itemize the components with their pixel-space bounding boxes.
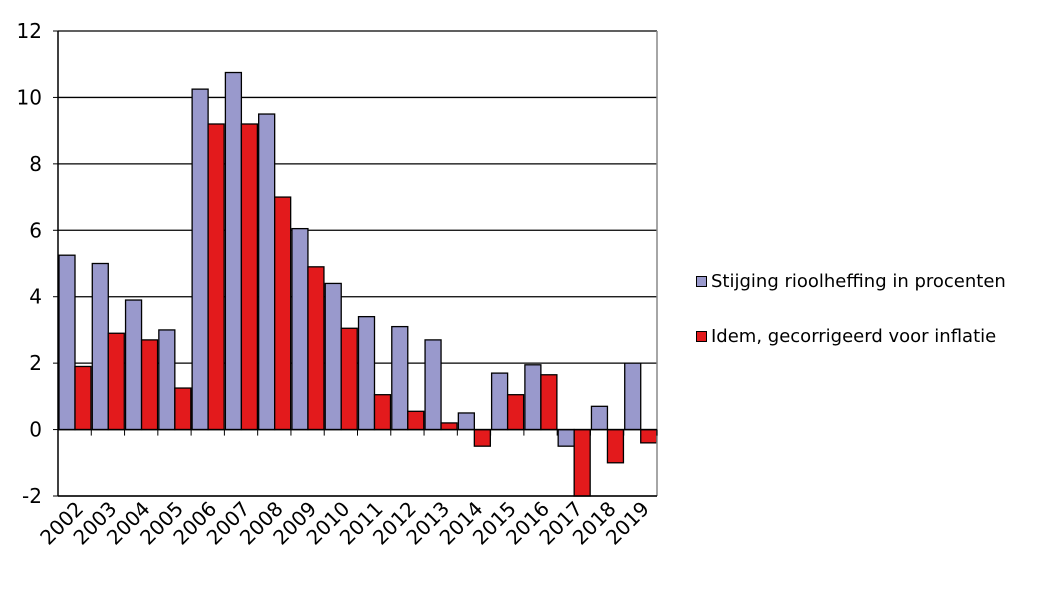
bar-series-2-2002	[74, 365, 92, 431]
legend-label-series-1: Stijging rioolheffing in procenten	[711, 270, 1006, 292]
bar-series-1-2010	[324, 282, 342, 431]
y-tick-label: 8	[29, 152, 42, 176]
bar-series-2-2004	[140, 339, 159, 431]
bar-series-1-2003	[91, 262, 109, 431]
legend-label-series-2: Idem, gecorrigeerd voor inflatie	[711, 325, 997, 347]
bar-series-2-2017	[573, 428, 591, 497]
y-tick-label: 2	[29, 351, 42, 375]
bar-series-1-2015	[490, 372, 509, 431]
bar-series-1-2009	[291, 227, 309, 431]
bar-series-1-2011	[357, 315, 376, 431]
bar-series-1-2017	[557, 428, 575, 447]
bar-series-2-2014	[473, 428, 491, 447]
legend-item-series-1: Stijging rioolheffing in procenten	[696, 268, 1006, 294]
bar-series-2-2011	[373, 394, 392, 431]
bar-series-1-2005	[158, 329, 176, 431]
bar-series-2-2003	[107, 332, 125, 431]
bar-series-1-2008	[258, 113, 276, 431]
bar-series-1-2016	[524, 364, 542, 431]
bar-series-2-2006	[207, 123, 225, 431]
bar-series-2-2010	[340, 327, 358, 431]
y-tick-label: 4	[29, 285, 42, 309]
y-tick-label: 10	[17, 85, 42, 109]
bar-series-2-2007	[240, 123, 259, 431]
bar-series-1-2019	[624, 362, 642, 431]
legend-swatch-series-2	[696, 330, 707, 342]
axes	[53, 30, 658, 497]
bar-series-1-2012	[391, 325, 409, 431]
bars	[58, 71, 658, 497]
bar-series-2-2015	[506, 394, 525, 431]
bar-series-2-2016	[540, 374, 558, 431]
bar-series-2-2018	[606, 428, 625, 464]
bar-series-2-2009	[307, 266, 325, 431]
legend-swatch-series-1	[696, 275, 707, 287]
x-tick-labels: 2002200320042005200620072008200920102011…	[35, 497, 654, 550]
bar-series-1-2013	[424, 339, 442, 431]
bar-series-1-2002	[58, 254, 76, 431]
legend: Stijging rioolheffing in procenten Idem,…	[696, 268, 1006, 378]
y-tick-labels: -2 0 2 4 6 8 10 12	[17, 19, 42, 508]
bar-series-1-2004	[124, 299, 143, 431]
bar-series-1-2014	[457, 412, 475, 431]
y-tick-label: 6	[29, 218, 42, 242]
y-tick-label: 12	[17, 19, 42, 43]
bar-series-2-2013	[440, 422, 458, 431]
bar-series-2-2005	[174, 387, 192, 431]
y-tick-label: 0	[29, 418, 42, 442]
bar-series-1-2007	[224, 71, 243, 431]
y-tick-label: -2	[22, 484, 42, 508]
bar-series-2-2012	[407, 410, 425, 431]
bar-series-2-2019	[640, 428, 658, 444]
legend-item-series-2: Idem, gecorrigeerd voor inflatie	[696, 323, 1006, 349]
bar-series-1-2018	[590, 405, 609, 431]
bar-series-2-2008	[274, 196, 292, 431]
bar-series-1-2006	[191, 88, 209, 431]
